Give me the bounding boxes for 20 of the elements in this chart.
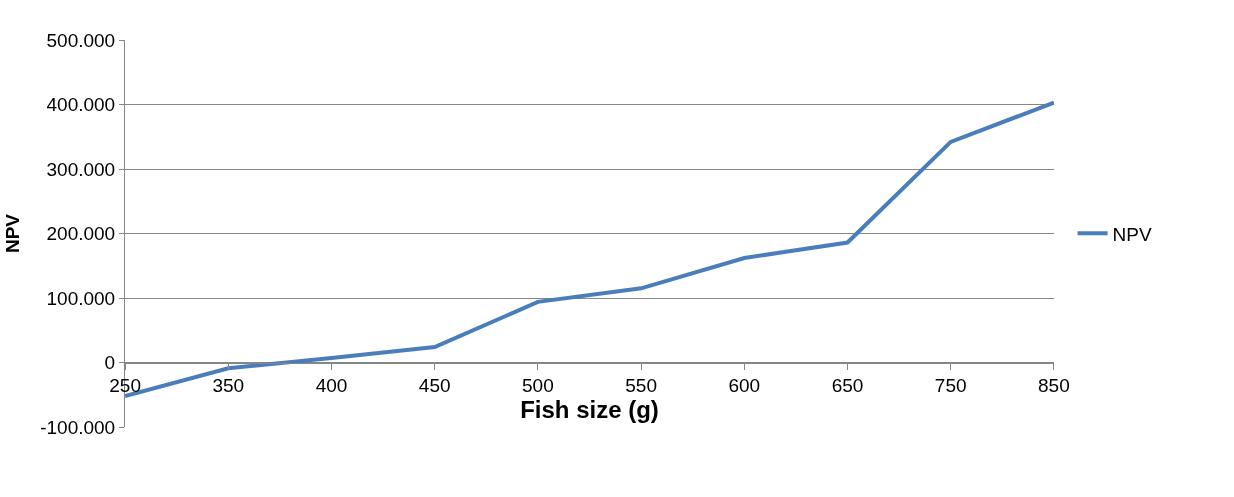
legend-label: NPV <box>1112 223 1152 245</box>
y-tick-label: -100.000 <box>40 416 116 438</box>
y-tick-label: 200.000 <box>46 223 116 245</box>
y-tick-label: 0 <box>104 352 116 374</box>
y-tick-label: 300.000 <box>46 158 116 180</box>
x-tick-label: 250 <box>109 375 141 397</box>
x-tick-label: 450 <box>418 375 451 397</box>
y-axis-title: NPV <box>2 213 24 254</box>
y-tick-label: 500.000 <box>46 29 116 51</box>
x-tick-label: 400 <box>315 375 348 397</box>
x-tick-label: 750 <box>934 375 967 397</box>
x-tick-label: 600 <box>728 375 761 397</box>
x-tick-label: 550 <box>625 375 657 397</box>
x-tick-label: 850 <box>1038 375 1070 397</box>
x-tick-label: 650 <box>831 375 864 397</box>
x-axis-title: Fish size (g) <box>520 396 659 424</box>
y-tick-label: 100.000 <box>46 287 116 309</box>
x-tick-label: 350 <box>212 375 245 397</box>
y-tick-label: 400.000 <box>46 94 116 116</box>
x-tick-label: 500 <box>522 375 554 397</box>
